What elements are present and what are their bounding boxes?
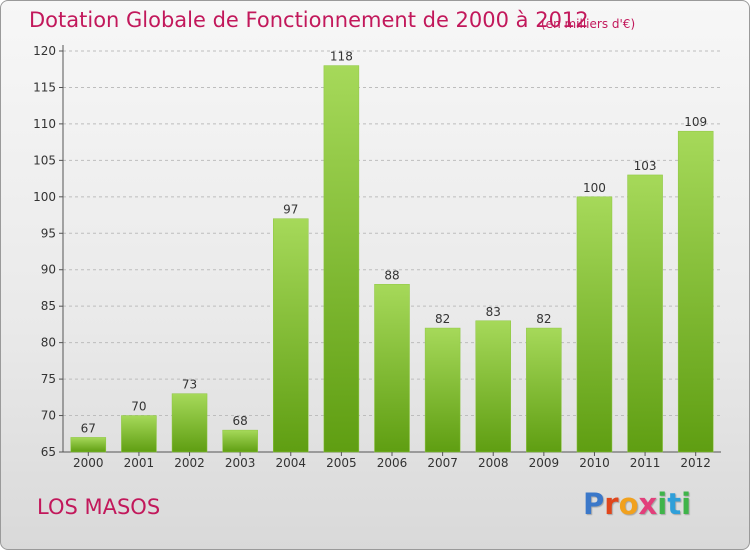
bar [374,284,410,453]
bar [475,320,511,453]
y-tick-label: 90 [41,263,56,277]
y-tick-label: 120 [33,44,56,58]
x-tick-label: 2008 [478,456,509,470]
y-tick-label: 70 [41,409,56,423]
bar-value-label: 82 [435,312,450,326]
chart-subtitle: (en milliers d'€) [541,17,636,31]
bar-value-label: 109 [684,115,707,129]
x-tick-label: 2003 [225,456,256,470]
x-tick-label: 2004 [275,456,306,470]
bar-value-label: 118 [330,50,353,64]
y-tick-label: 105 [33,153,56,167]
bar [273,218,309,453]
x-tick-label: 2009 [529,456,560,470]
proxiti-logo: Proxiti [583,487,692,521]
bar-value-label: 73 [182,378,197,392]
bar [171,393,208,453]
bar-value-label: 70 [131,400,146,414]
y-tick-label: 100 [33,190,56,204]
bar [121,415,157,453]
bar [70,437,107,453]
bar [222,429,258,453]
x-tick-label: 2001 [124,456,155,470]
x-tick-label: 2012 [680,456,711,470]
x-tick-label: 2005 [326,456,357,470]
x-tick-label: 2002 [174,456,205,470]
bar [627,174,663,453]
bar-value-label: 103 [634,159,657,173]
y-tick-label: 85 [41,299,56,313]
y-tick-label: 75 [41,372,56,386]
x-tick-label: 2000 [73,456,104,470]
bar [576,196,613,453]
bar-value-label: 68 [233,414,248,428]
x-tick-label: 2010 [579,456,610,470]
y-tick-label: 80 [41,336,56,350]
y-tick-label: 95 [41,226,56,240]
commune-name: LOS MASOS [37,495,161,519]
y-tick-label: 115 [33,80,56,94]
bar [323,65,360,453]
y-tick-label: 65 [41,445,56,459]
bar [526,327,562,453]
bar-value-label: 100 [583,181,606,195]
chart-title: Dotation Globale de Fonctionnement de 20… [29,8,589,32]
bar-value-label: 67 [81,421,96,435]
x-tick-label: 2006 [377,456,408,470]
bar [424,327,461,453]
y-tick-label: 110 [33,117,56,131]
x-tick-label: 2011 [630,456,661,470]
bar [677,130,714,453]
bar-value-label: 83 [486,305,501,319]
bar-value-label: 88 [384,268,399,282]
bar-value-label: 97 [283,203,298,217]
bar-value-label: 82 [536,312,551,326]
x-tick-label: 2007 [427,456,458,470]
